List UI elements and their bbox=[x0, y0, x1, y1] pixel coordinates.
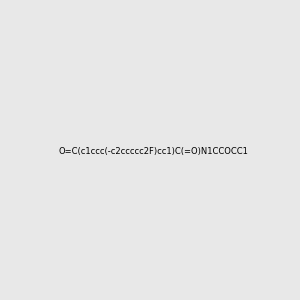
Text: O=C(c1ccc(-c2ccccc2F)cc1)C(=O)N1CCOCC1: O=C(c1ccc(-c2ccccc2F)cc1)C(=O)N1CCOCC1 bbox=[59, 147, 249, 156]
